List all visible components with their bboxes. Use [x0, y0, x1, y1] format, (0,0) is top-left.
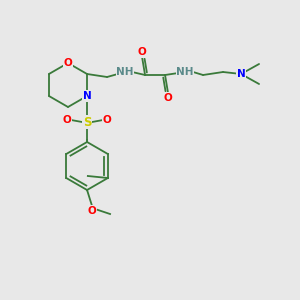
- Text: O: O: [64, 58, 72, 68]
- Text: N: N: [237, 69, 245, 79]
- Text: O: O: [63, 115, 71, 125]
- Text: O: O: [164, 93, 172, 103]
- Text: O: O: [138, 47, 146, 57]
- Text: NH: NH: [116, 67, 134, 77]
- Text: O: O: [103, 115, 111, 125]
- Text: S: S: [83, 116, 91, 128]
- Text: O: O: [88, 206, 96, 216]
- Text: N: N: [83, 91, 92, 101]
- Text: NH: NH: [176, 67, 194, 77]
